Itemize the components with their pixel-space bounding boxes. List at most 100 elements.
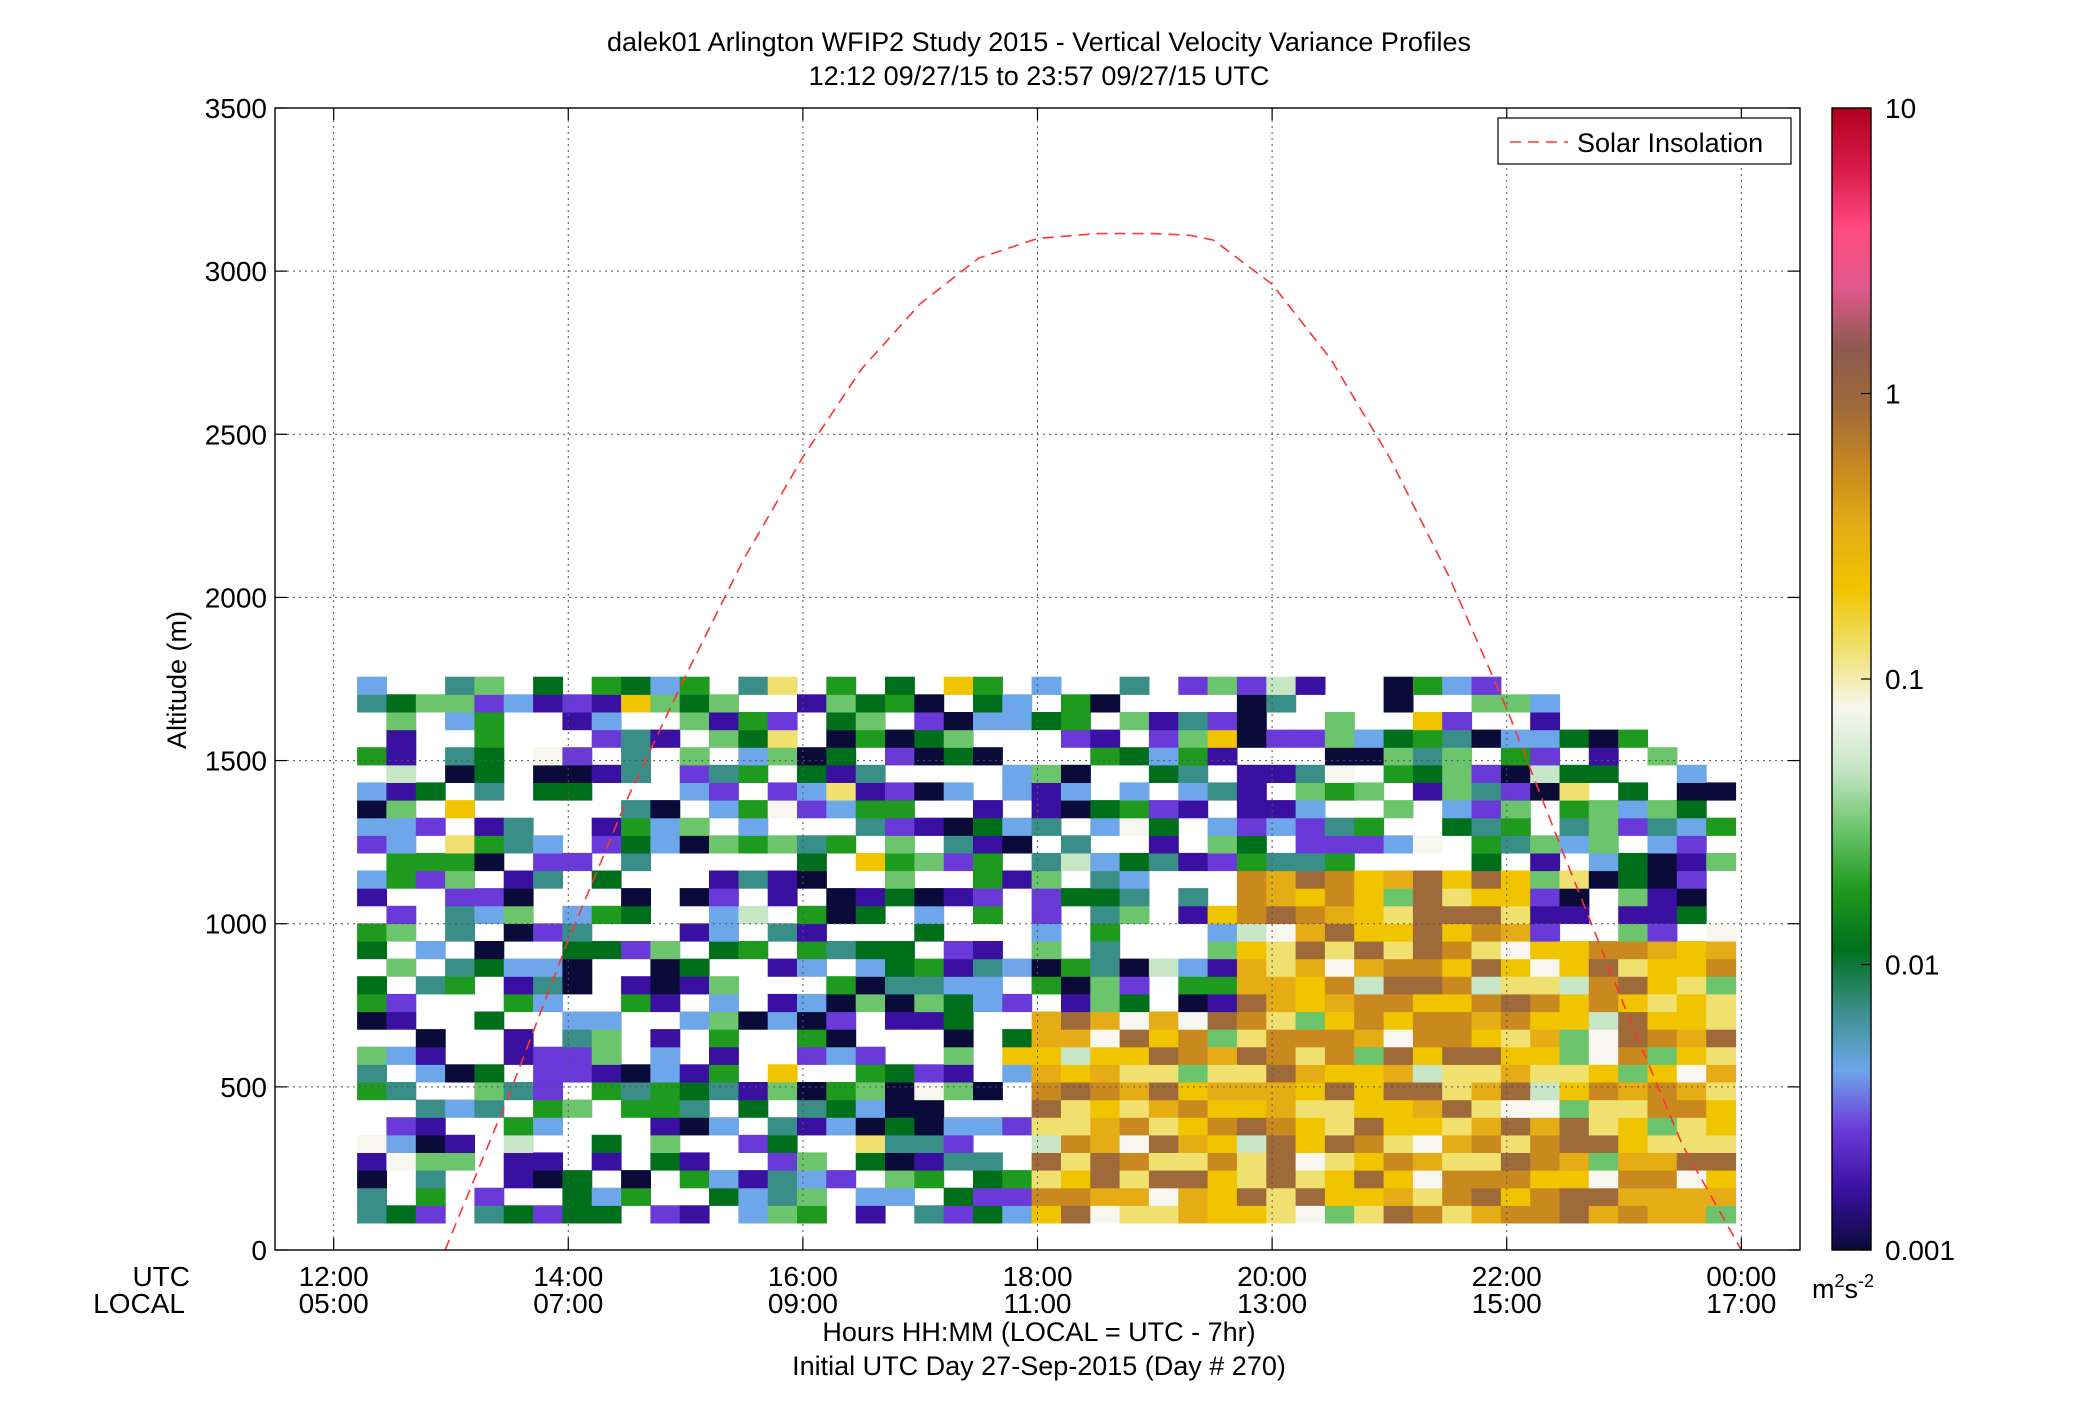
heatmap-cell [1119,1170,1150,1189]
heatmap-cell [973,1117,1003,1136]
heatmap-cell [1236,1099,1267,1118]
colorbar: 0.001 0.01 0.1 1 10 m2s-2 [1812,93,1955,1304]
heatmap-cell [797,1187,827,1206]
heatmap-cell [709,764,739,783]
x-tick-label-utc: 22:00 [1472,1261,1542,1292]
heatmap-cell [621,1064,651,1083]
heatmap-cell [1236,1011,1267,1030]
heatmap-cell [1266,764,1297,783]
heatmap-cell [1207,993,1238,1013]
heatmap-cell [1031,870,1062,889]
heatmap-cell [1412,1011,1443,1030]
heatmap-cell [1178,976,1209,995]
heatmap-cell [855,1046,886,1065]
heatmap-cell [415,1117,446,1136]
heatmap-cell [533,1152,563,1171]
heatmap-cell [1618,1064,1649,1083]
heatmap-cell [445,835,475,854]
heatmap-cell [1266,817,1297,836]
heatmap-cell [1647,905,1678,924]
heatmap-cell [1295,1205,1326,1224]
heatmap-cell [767,1011,798,1030]
heatmap-cell [855,729,886,748]
heatmap-cell [357,782,387,801]
heatmap-cell [1324,747,1355,766]
heatmap-cell [474,888,505,907]
heatmap-cell [1119,905,1150,924]
heatmap-cell [533,747,563,766]
heatmap-cell [1148,1205,1179,1224]
heatmap-cell [533,764,563,783]
heatmap-cell [855,764,886,783]
heatmap-cell [1676,1099,1707,1118]
heatmap-cell [709,729,739,748]
heatmap-cell [1061,729,1091,748]
heatmap-cell [1061,1064,1091,1083]
heatmap-cell [943,1152,974,1171]
heatmap-cell [943,729,974,748]
heatmap-cell [1442,923,1473,942]
heatmap-cell [1588,1134,1619,1153]
heatmap-cell [826,729,857,748]
heatmap-cell [562,712,593,731]
heatmap-cell [1647,1187,1678,1206]
heatmap-cell [709,1082,739,1101]
heatmap-cell [1706,1134,1737,1153]
heatmap-cell [621,800,651,819]
heatmap-cell [562,905,593,924]
heatmap-cell [1354,1170,1385,1189]
heatmap-cell [1530,1099,1561,1118]
heatmap-cell [1236,817,1267,836]
heatmap-cell [709,1187,739,1206]
y-tick-label: 1000 [205,909,267,940]
heatmap-cell [386,817,417,836]
heatmap-cell [1090,941,1121,960]
heatmap-cell [1236,958,1267,977]
heatmap-cell [474,852,505,872]
heatmap-cell [591,817,622,836]
heatmap-cell [1383,1170,1414,1189]
heatmap-cell [1706,958,1737,977]
heatmap-cell [973,694,1003,713]
heatmap-cell [1471,1117,1502,1136]
heatmap-cell [709,941,739,960]
heatmap-cell [1530,747,1561,766]
heatmap-cell [415,1152,446,1171]
heatmap-cell [1442,729,1473,748]
heatmap-cell [1383,1187,1414,1206]
heatmap-cell [1090,1170,1121,1189]
heatmap-cell [357,1170,387,1189]
heatmap-cell [1412,923,1443,942]
heatmap-cell [1354,923,1385,942]
heatmap-cell [1618,976,1649,995]
heatmap-cell [1178,1152,1209,1171]
heatmap-cell [1236,1134,1267,1153]
heatmap-cell [415,870,446,889]
heatmap-cell [591,905,622,924]
heatmap-cell [503,1029,534,1048]
heatmap-cell [1412,941,1443,960]
heatmap-cell [650,817,681,836]
heatmap-cell [1471,870,1502,889]
legend: Solar Insolation [1497,117,1792,165]
heatmap-cell [1588,870,1619,889]
heatmap-cell [1500,1152,1531,1171]
heatmap-cell [1559,941,1590,960]
heatmap-cell [1354,888,1385,907]
heatmap-cell [1178,1187,1209,1206]
heatmap-cell [1236,1029,1267,1048]
heatmap-cell [1119,976,1150,995]
heatmap-cell [1412,1029,1443,1048]
heatmap-cell [1500,1082,1531,1101]
heatmap-cell [797,958,827,977]
heatmap-cell [650,694,681,713]
heatmap-cell [973,993,1003,1013]
heatmap-cell [1031,1064,1062,1083]
heatmap-cell [386,747,417,766]
heatmap-cell [1236,941,1267,960]
heatmap-cell [1119,993,1150,1013]
heatmap-cell [709,1046,739,1065]
heatmap-cell [1178,852,1209,872]
heatmap-cell [1588,1152,1619,1171]
heatmap-cell [1031,1011,1062,1030]
